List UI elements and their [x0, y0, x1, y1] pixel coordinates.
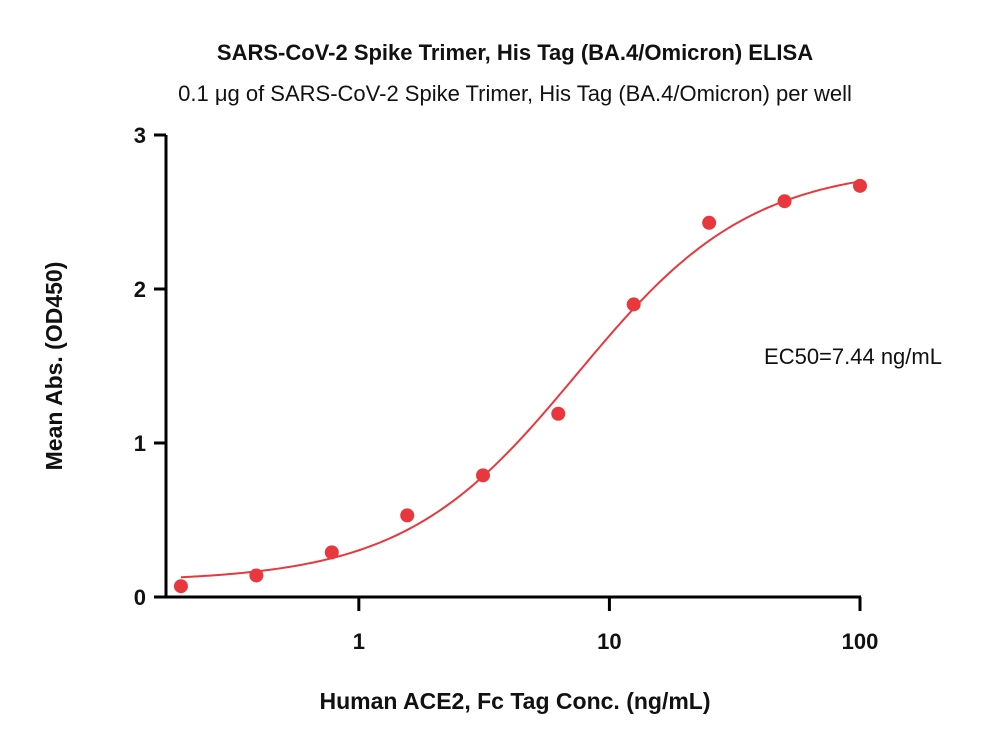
data-point [702, 215, 717, 230]
data-point [853, 178, 867, 193]
y-axis-label: Mean Abs. (OD450) [41, 262, 67, 471]
x-tick-label: 1 [353, 629, 365, 654]
x-tick-label: 100 [842, 629, 879, 654]
fit-curve [180, 180, 861, 579]
axes [164, 135, 861, 599]
ec50-annotation: EC50=7.44 ng/mL [764, 344, 942, 369]
chart-subtitle: 0.1 μg of SARS-CoV-2 Spike Trimer, His T… [178, 81, 852, 106]
data-point [777, 194, 792, 209]
y-tick-label: 0 [134, 585, 146, 610]
data-point [626, 297, 641, 312]
data-point [551, 406, 566, 421]
chart-title: SARS-CoV-2 Spike Trimer, His Tag (BA.4/O… [217, 40, 813, 65]
x-ticks: 1 10 100 [353, 597, 879, 654]
data-points [173, 178, 867, 594]
y-tick-label: 3 [134, 123, 146, 148]
y-tick-label: 2 [134, 277, 146, 302]
data-point [476, 468, 491, 483]
data-point [324, 545, 339, 560]
data-point [249, 568, 264, 583]
x-axis-label: Human ACE2, Fc Tag Conc. (ng/mL) [319, 688, 710, 714]
data-point [400, 508, 415, 523]
x-tick-label: 10 [597, 629, 621, 654]
y-ticks: 0 1 2 3 [134, 123, 166, 610]
data-point [173, 579, 188, 594]
y-tick-label: 1 [134, 431, 146, 456]
